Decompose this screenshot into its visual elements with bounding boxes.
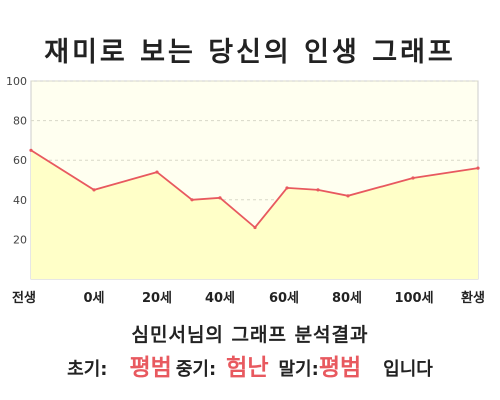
x-tick-label: 80세 (332, 291, 362, 306)
x-axis-ticks: 전생 0세 20세 40세 60세 80세 100세 환생 (12, 290, 485, 306)
data-point (253, 225, 257, 230)
data-point (29, 148, 33, 152)
result-ending: 입니다 (383, 359, 433, 380)
y-tick-label: 20 (13, 233, 27, 246)
life-chart: 20 40 60 80 100 전생 0세 20세 40세 60세 80세 100세 환생 (6, 75, 485, 306)
analysis-result: 초기: 평범 중기: 험난 말기:평범 입니다 (0, 348, 500, 382)
data-point (346, 194, 350, 198)
data-points (29, 148, 480, 230)
data-point (218, 196, 222, 200)
page-title: 재미로 보는 당신의 인생 그래프 (44, 37, 456, 68)
life-area-fill (31, 150, 478, 279)
y-tick-label: 40 (13, 194, 27, 207)
data-point (476, 166, 480, 170)
early-verdict: 평범 (129, 355, 172, 381)
x-tick-label: 전생 (12, 290, 36, 306)
data-point (285, 186, 289, 190)
x-tick-label: 0세 (83, 291, 104, 306)
analysis-subtitle: 심민서님의 그래프 분석결과 (131, 324, 369, 346)
early-label: 초기: (67, 359, 108, 380)
x-tick-label: 60세 (269, 291, 299, 306)
y-tick-label: 100 (6, 75, 27, 88)
y-axis-ticks: 20 40 60 80 100 (6, 75, 27, 246)
data-point (155, 170, 159, 174)
mid-label: 중기: (175, 359, 217, 380)
x-tick-label: 20세 (142, 291, 172, 306)
y-tick-label: 80 (13, 115, 27, 128)
data-point (316, 188, 320, 192)
data-point (190, 198, 194, 202)
data-point (411, 176, 415, 180)
y-tick-label: 60 (13, 154, 27, 167)
x-tick-label: 40세 (205, 291, 235, 306)
late-label: 말기: (278, 359, 319, 380)
x-tick-label: 환생 (461, 290, 485, 306)
data-point (92, 188, 96, 192)
x-tick-label: 100세 (394, 291, 433, 306)
mid-verdict: 험난 (226, 355, 269, 381)
late-verdict: 평범 (318, 355, 362, 381)
